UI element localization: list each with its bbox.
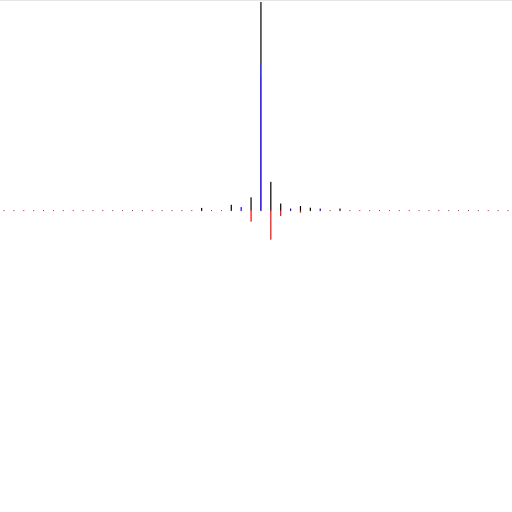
baseline-dot [82, 210, 84, 212]
baseline-dot [52, 210, 54, 212]
baseline-dot [398, 210, 400, 212]
baseline-dot [408, 210, 410, 212]
baseline-dot [369, 210, 371, 212]
baseline-dot [3, 210, 5, 212]
baseline-dot [13, 210, 15, 212]
baseline-dot [131, 210, 133, 212]
baseline-dot [388, 210, 390, 212]
baseline-dot [458, 210, 460, 212]
baseline-dot [62, 210, 64, 212]
baseline-dot [181, 210, 183, 212]
baseline-dot [497, 210, 499, 212]
baseline-dot [428, 210, 430, 212]
baseline-dot [72, 210, 74, 212]
baseline-dot [43, 210, 45, 212]
baseline-dot [487, 210, 489, 212]
baseline-dot [379, 210, 381, 212]
baseline-dot [477, 210, 479, 212]
baseline-dot [418, 210, 420, 212]
baseline-dot [191, 210, 193, 212]
baseline-dot [102, 210, 104, 212]
baseline-dot [329, 210, 331, 212]
baseline-dot [161, 210, 163, 212]
baseline-dot [349, 210, 351, 212]
baseline-dot [112, 210, 114, 212]
baseline-dot [23, 210, 25, 212]
baseline-dot [438, 210, 440, 212]
baseline-dot [141, 210, 143, 212]
baseline-dot [220, 210, 222, 212]
baseline-dot [448, 210, 450, 212]
baseline-dot [33, 210, 35, 212]
baseline-dot [359, 210, 361, 212]
chart-frame-top-border [0, 0, 512, 1]
baseline-dot [92, 210, 94, 212]
baseline-dot [151, 210, 153, 212]
baseline-dot [467, 210, 469, 212]
baseline-dot [122, 210, 124, 212]
baseline-dot [507, 210, 509, 212]
baseline-dot [211, 210, 213, 212]
baseline-dot [171, 210, 173, 212]
